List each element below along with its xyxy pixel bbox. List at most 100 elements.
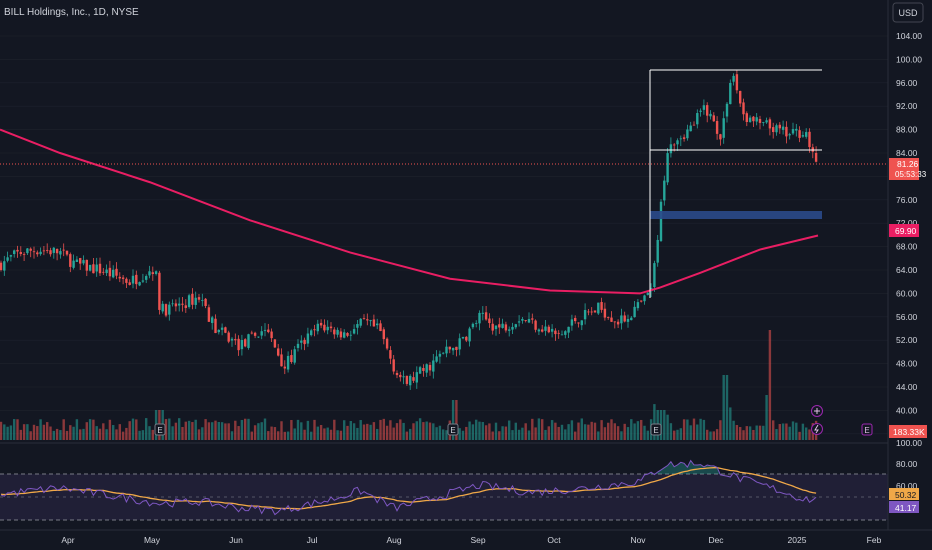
earnings-marker-aug[interactable]: E (447, 423, 459, 436)
candle (613, 321, 616, 329)
candle (583, 303, 587, 325)
candle (679, 135, 682, 147)
candle (557, 330, 560, 339)
candle (768, 117, 772, 136)
volume-bar (39, 419, 42, 440)
volume-bar (247, 418, 250, 440)
price-tick-label: 72.00 (896, 218, 918, 228)
candle (722, 111, 725, 144)
volume-bar (303, 429, 306, 440)
price-axis[interactable]: 104.00100.0096.0092.0088.0084.0080.0076.… (896, 31, 922, 439)
volume-bar (742, 430, 745, 440)
candle (135, 270, 138, 290)
candle (3, 255, 6, 276)
volume-bar (445, 430, 448, 440)
candle (748, 115, 752, 123)
dividend-icon[interactable] (811, 423, 823, 435)
candle (514, 323, 517, 330)
volume-bar (399, 419, 402, 440)
volume-bar (207, 422, 211, 440)
volume-bar (442, 429, 445, 440)
grid (0, 35, 888, 435)
candle (293, 346, 296, 365)
volume-bar (174, 422, 178, 440)
earnings-marker-next[interactable]: E (861, 423, 873, 436)
price-tick-label: 84.00 (896, 148, 918, 158)
time-tick-label: Dec (708, 535, 724, 545)
candle (686, 124, 689, 141)
volume-bar (69, 425, 72, 440)
volume-bar (514, 422, 517, 440)
candle (666, 147, 669, 186)
volume-bar (570, 420, 574, 440)
earnings-marker-nov[interactable]: E (650, 423, 662, 436)
earnings-marker-may[interactable]: E (154, 423, 166, 436)
volume-bar (250, 431, 253, 440)
volume-bar (85, 422, 88, 440)
volume-bar (623, 423, 626, 440)
candle (402, 370, 405, 385)
price-tick-label: 100.00 (896, 54, 922, 64)
candle (442, 352, 445, 355)
candle (409, 374, 412, 390)
candle (729, 79, 732, 105)
volume-bar (745, 426, 748, 440)
volume-bar (494, 422, 498, 440)
candle (319, 319, 323, 329)
volume-bar (211, 422, 214, 440)
volume-bar (283, 431, 286, 440)
candle (405, 375, 409, 386)
candle (158, 270, 161, 315)
candle (808, 128, 811, 153)
volume-bar (676, 429, 679, 440)
volume-bar (547, 426, 550, 440)
volume-bar (574, 431, 577, 440)
volume-bar (326, 427, 329, 440)
volume-bar (458, 428, 461, 440)
candle (399, 371, 402, 382)
candle (260, 326, 263, 340)
candle (709, 110, 712, 120)
price-tick-label: 40.00 (896, 405, 918, 415)
volume-bar (646, 430, 649, 440)
candle (181, 296, 184, 312)
volume-bar (692, 418, 696, 440)
candle (537, 328, 541, 335)
volume-bar (13, 419, 16, 440)
volume-bar (385, 425, 389, 440)
candle (590, 307, 593, 316)
add-event-icon[interactable] (811, 405, 823, 417)
candle (521, 316, 524, 324)
candle (303, 337, 306, 351)
currency-button[interactable]: USD (892, 2, 924, 23)
candle (95, 257, 98, 277)
candle (145, 274, 148, 284)
volume-bar (682, 419, 686, 440)
volume-bar (171, 426, 174, 440)
candle (560, 330, 564, 336)
candle (448, 346, 451, 354)
candle (811, 143, 814, 159)
volume-bar (102, 423, 105, 440)
volume-bar (732, 420, 735, 440)
volume-bar (636, 421, 640, 440)
candle (154, 270, 158, 276)
candle (465, 336, 468, 343)
time-axis[interactable]: Apr May Jun Jul Aug Sep Oct Nov Dec 2025 Feb (61, 535, 881, 545)
volume-bar (468, 421, 471, 440)
volume-bar (389, 420, 392, 440)
volume-bar (16, 419, 19, 440)
candle (395, 370, 399, 379)
candle (696, 109, 699, 129)
time-tick-label: Jun (229, 535, 243, 545)
candle (346, 332, 349, 338)
candle (250, 330, 253, 335)
volume-bar (475, 419, 478, 440)
candle (69, 252, 72, 273)
candle (745, 111, 748, 127)
candle (527, 312, 531, 324)
candle (217, 329, 220, 335)
volume-bar (392, 427, 395, 440)
candle (240, 334, 244, 356)
